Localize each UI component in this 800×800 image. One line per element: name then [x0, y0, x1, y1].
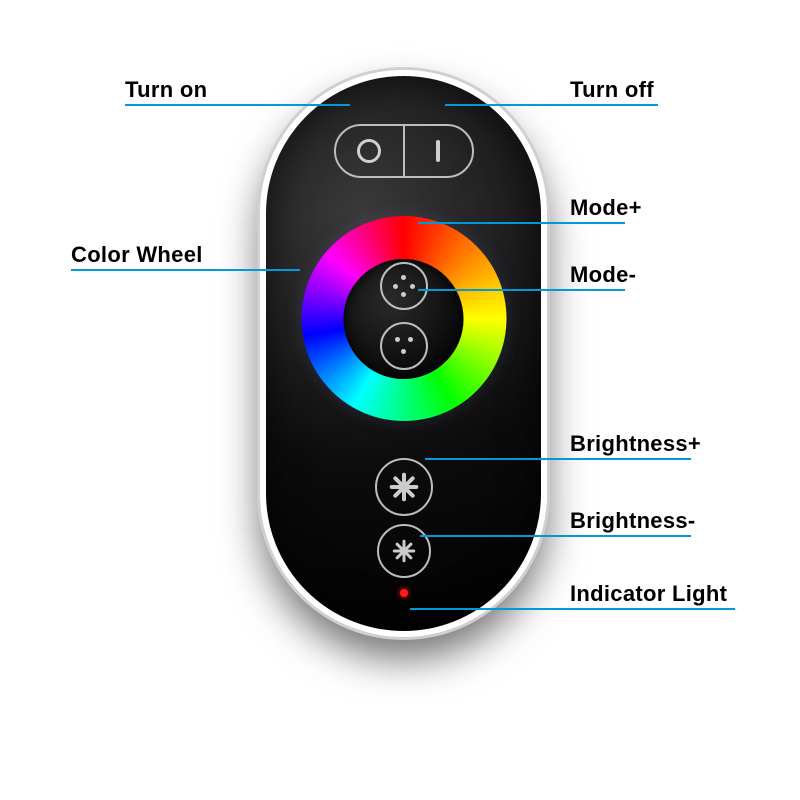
brightness-plus-button[interactable]: [375, 458, 433, 516]
label-mode-minus: Mode-: [570, 262, 636, 288]
brightness-minus-button[interactable]: [377, 524, 431, 578]
color-wheel[interactable]: [301, 216, 506, 421]
mode-minus-button[interactable]: [380, 322, 428, 370]
leader-line: [125, 104, 350, 106]
mode-plus-button[interactable]: [380, 262, 428, 310]
label-mode-plus: Mode+: [570, 195, 642, 221]
leader-line: [425, 458, 691, 460]
leader-line: [418, 222, 625, 224]
on-icon: [357, 139, 381, 163]
leader-line: [418, 289, 625, 291]
leader-line: [445, 104, 658, 106]
power-panel: [334, 124, 474, 178]
label-brightness-minus: Brightness-: [570, 508, 696, 534]
remote-body: [260, 70, 547, 637]
mode-minus-icon: [393, 335, 415, 357]
leader-line: [71, 269, 300, 271]
label-turn-off: Turn off: [570, 77, 654, 103]
label-indicator-light: Indicator Light: [570, 581, 727, 607]
off-icon: [436, 140, 440, 162]
label-color-wheel: Color Wheel: [71, 242, 203, 268]
power-off-button[interactable]: [405, 126, 472, 176]
label-turn-on: Turn on: [125, 77, 207, 103]
label-brightness-plus: Brightness+: [570, 431, 701, 457]
leader-line: [410, 608, 735, 610]
mode-plus-icon: [393, 275, 415, 297]
power-on-button[interactable]: [336, 126, 403, 176]
leader-line: [420, 535, 691, 537]
indicator-light: [400, 589, 408, 597]
